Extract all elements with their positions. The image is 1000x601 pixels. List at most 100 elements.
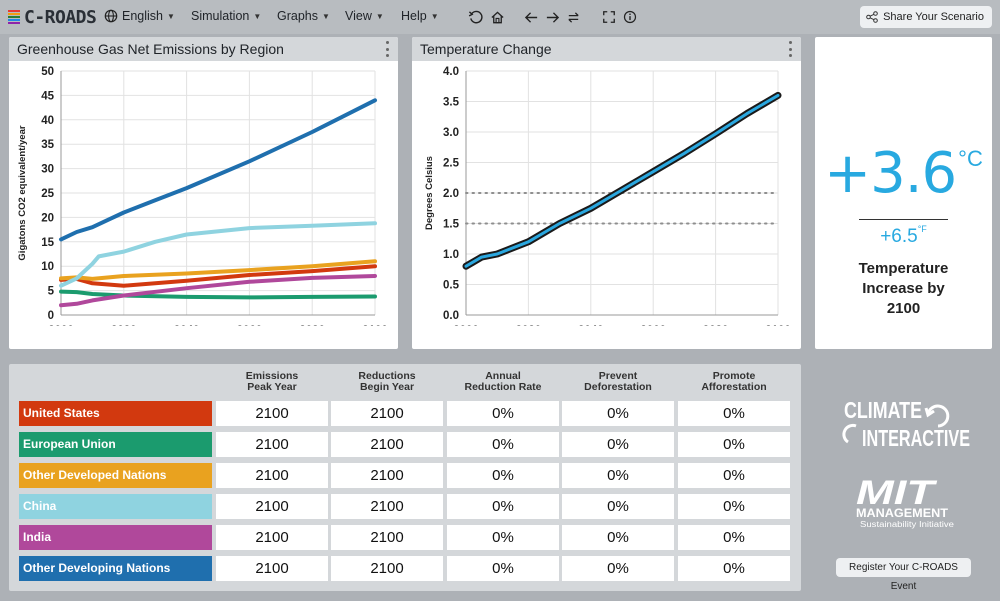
policy-cell-other-developed-nations-emissions-peak-year[interactable]: 2100 bbox=[216, 463, 328, 488]
policy-cell-other-developing-nations-emissions-peak-year[interactable]: 2100 bbox=[216, 556, 328, 581]
series-line-baseline[interactable] bbox=[462, 91, 782, 270]
app-logo[interactable]: C-ROADS bbox=[8, 6, 97, 28]
policy-cell-other-developing-nations-annual-reduction-rate[interactable]: 0% bbox=[447, 556, 559, 581]
y-tick-label: 2.0 bbox=[443, 188, 459, 200]
emissions-panel-header: Greenhouse Gas Net Emissions by Region bbox=[9, 37, 398, 61]
share-scenario-label: Share Your Scenario bbox=[883, 11, 984, 23]
home-button[interactable] bbox=[488, 8, 506, 26]
policy-cell-other-developed-nations-promote-afforestation[interactable]: 0% bbox=[678, 463, 790, 488]
column-header-line1: Emissions bbox=[245, 370, 299, 382]
temperature-panel-title: Temperature Change bbox=[420, 41, 552, 57]
x-tick-label: 2020 bbox=[111, 325, 137, 326]
policy-cell-india-prevent-deforestation[interactable]: 0% bbox=[562, 525, 674, 550]
policy-cell-other-developing-nations-prevent-deforestation[interactable]: 0% bbox=[562, 556, 674, 581]
policy-cell-india-emissions-peak-year[interactable]: 2100 bbox=[216, 525, 328, 550]
policy-cell-china-annual-reduction-rate[interactable]: 0% bbox=[447, 494, 559, 519]
policy-cell-china-emissions-peak-year[interactable]: 2100 bbox=[216, 494, 328, 519]
emissions-panel-more-icon[interactable] bbox=[386, 41, 390, 57]
policy-cell-united-states-prevent-deforestation[interactable]: 0% bbox=[562, 401, 674, 426]
column-header-reductions-begin-year: Reductions Begin Year bbox=[331, 371, 443, 393]
info-button[interactable] bbox=[621, 8, 639, 26]
temperature-fahrenheit-unit: °F bbox=[917, 223, 927, 234]
policy-cell-china-reductions-begin-year[interactable]: 2100 bbox=[331, 494, 443, 519]
logo-bar bbox=[8, 22, 20, 24]
region-row-european-union[interactable]: European Union bbox=[19, 432, 212, 457]
y-tick-label: 0.0 bbox=[443, 310, 459, 322]
policy-cell-european-union-prevent-deforestation[interactable]: 0% bbox=[562, 432, 674, 457]
chevron-down-icon: ▼ bbox=[253, 11, 262, 21]
x-tick-label: 2000 bbox=[48, 325, 74, 326]
back-button[interactable] bbox=[522, 8, 540, 26]
menu-graphs[interactable]: Graphs ▼ bbox=[277, 9, 330, 23]
policy-cell-india-reductions-begin-year[interactable]: 2100 bbox=[331, 525, 443, 550]
temperature-fahrenheit-value: +6.5 bbox=[880, 226, 918, 247]
policy-cell-united-states-promote-afforestation[interactable]: 0% bbox=[678, 401, 790, 426]
share-scenario-button[interactable]: Share Your Scenario bbox=[860, 6, 992, 28]
series-line-india[interactable] bbox=[59, 274, 377, 308]
policy-cell-india-annual-reduction-rate[interactable]: 0% bbox=[447, 525, 559, 550]
temperature-chart[interactable]: 0.0 0.5 1.0 1.5 2.0 2.5 3.0 3.5 4.0 2000 2020 2040 2… bbox=[412, 61, 801, 326]
policy-cell-european-union-promote-afforestation[interactable]: 0% bbox=[678, 432, 790, 457]
column-header-line1: Promote bbox=[712, 370, 756, 382]
y-axis-label: Gigatons CO2 equivalent/year bbox=[17, 125, 28, 260]
policy-cell-european-union-reductions-begin-year[interactable]: 2100 bbox=[331, 432, 443, 457]
swap-button[interactable] bbox=[564, 8, 582, 26]
undo-button[interactable] bbox=[466, 8, 484, 26]
register-event-button[interactable]: Register Your C-ROADS Event bbox=[836, 558, 971, 592]
emissions-chart[interactable]: 0 5 10 15 20 25 30 35 40 45 50 2000 2020 2040 2060 2080… bbox=[9, 61, 398, 326]
arrow-left-icon bbox=[524, 11, 537, 23]
column-header-emissions-peak-year: Emissions Peak Year bbox=[216, 371, 328, 393]
menu-help[interactable]: Help ▼ bbox=[401, 9, 439, 23]
menu-help-label: Help bbox=[401, 9, 427, 23]
region-row-other-developed-nations[interactable]: Other Developed Nations bbox=[19, 463, 212, 488]
policy-cell-china-promote-afforestation[interactable]: 0% bbox=[678, 494, 790, 519]
policy-cell-european-union-emissions-peak-year[interactable]: 2100 bbox=[216, 432, 328, 457]
series-line-other-developing[interactable] bbox=[59, 98, 377, 242]
menu-simulation[interactable]: Simulation ▼ bbox=[191, 9, 261, 23]
y-tick-label: 1.0 bbox=[443, 249, 459, 261]
policy-cell-other-developing-nations-promote-afforestation[interactable]: 0% bbox=[678, 556, 790, 581]
policy-cell-united-states-annual-reduction-rate[interactable]: 0% bbox=[447, 401, 559, 426]
chevron-down-icon: ▼ bbox=[167, 11, 175, 21]
temperature-summary-panel: +3.6°C +6.5°F Temperature Increase by 21… bbox=[815, 37, 992, 349]
climate-interactive-logo[interactable]: CLIMATE INTERACTIVE bbox=[840, 396, 972, 450]
policy-table: Emissions Peak Year Reductions Begin Year An… bbox=[9, 364, 801, 591]
y-tick-label: 30 bbox=[41, 164, 54, 176]
series-line-eu[interactable] bbox=[59, 289, 377, 300]
policy-cell-other-developed-nations-prevent-deforestation[interactable]: 0% bbox=[562, 463, 674, 488]
mit-sloan-logo[interactable]: MIT MANAGEMENT Sustainability Initiative bbox=[854, 474, 958, 530]
region-row-china[interactable]: China bbox=[19, 494, 212, 519]
y-tick-label: 45 bbox=[41, 90, 54, 102]
fullscreen-button[interactable] bbox=[600, 8, 618, 26]
policy-cell-other-developing-nations-reductions-begin-year[interactable]: 2100 bbox=[331, 556, 443, 581]
series-line-china[interactable] bbox=[59, 221, 377, 288]
column-header-promote-afforestation: Promote Afforestation bbox=[678, 371, 790, 393]
menu-view[interactable]: View ▼ bbox=[345, 9, 384, 23]
policy-cell-united-states-emissions-peak-year[interactable]: 2100 bbox=[216, 401, 328, 426]
forward-button[interactable] bbox=[543, 8, 561, 26]
x-tick-label: 2080 bbox=[703, 325, 729, 326]
policy-cell-other-developed-nations-annual-reduction-rate[interactable]: 0% bbox=[447, 463, 559, 488]
policy-cell-china-prevent-deforestation[interactable]: 0% bbox=[562, 494, 674, 519]
column-header-line2: Peak Year bbox=[247, 381, 297, 393]
region-row-other-developing-nations[interactable]: Other Developing Nations bbox=[19, 556, 212, 581]
region-row-united-states[interactable]: United States bbox=[19, 401, 212, 426]
climate-interactive-line2: INTERACTIVE bbox=[862, 425, 970, 450]
column-header-line2: Begin Year bbox=[359, 381, 415, 393]
policy-cell-india-promote-afforestation[interactable]: 0% bbox=[678, 525, 790, 550]
logo-bar bbox=[8, 19, 20, 21]
column-header-annual-reduction-rate: Annual Reduction Rate bbox=[447, 371, 559, 393]
language-menu[interactable]: English ▼ bbox=[104, 9, 175, 23]
column-header-line2: Afforestation bbox=[701, 381, 767, 393]
share-icon bbox=[866, 11, 878, 23]
policy-cell-united-states-reductions-begin-year[interactable]: 2100 bbox=[331, 401, 443, 426]
x-tick-label: 2040 bbox=[578, 325, 604, 326]
policy-cell-other-developed-nations-reductions-begin-year[interactable]: 2100 bbox=[331, 463, 443, 488]
region-row-india[interactable]: India bbox=[19, 525, 212, 550]
series-line-current-scenario[interactable] bbox=[464, 93, 780, 268]
ci-arrowhead-icon bbox=[924, 407, 935, 418]
policy-cell-european-union-annual-reduction-rate[interactable]: 0% bbox=[447, 432, 559, 457]
menu-graphs-label: Graphs bbox=[277, 9, 318, 23]
logo-bar bbox=[8, 13, 20, 15]
temperature-panel-more-icon[interactable] bbox=[789, 41, 793, 57]
